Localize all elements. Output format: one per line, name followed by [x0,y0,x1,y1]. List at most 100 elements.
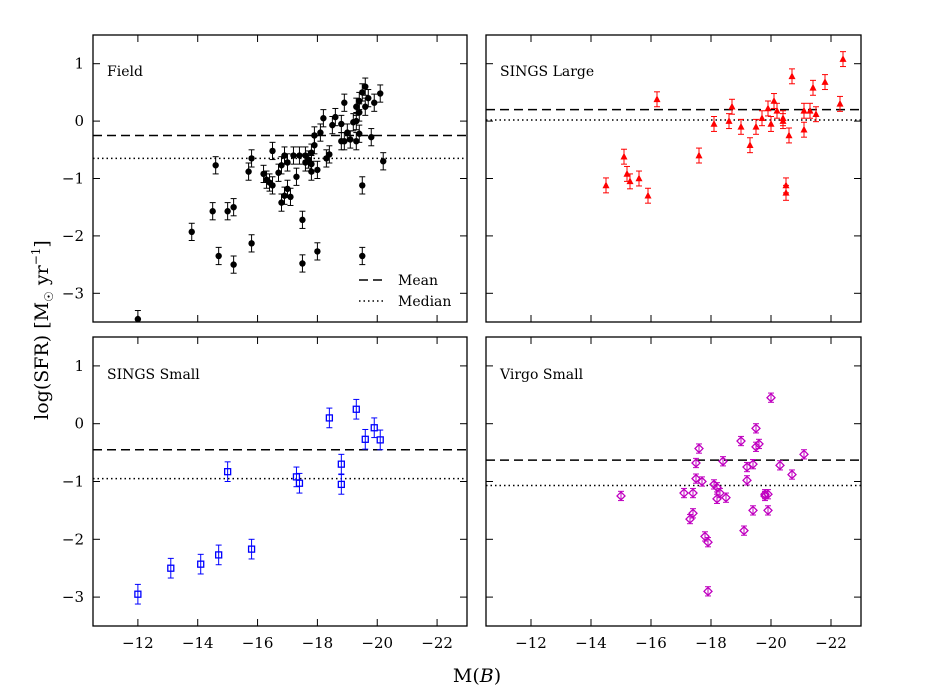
data-point [812,106,820,123]
data-point [758,110,766,127]
data-point [314,160,321,179]
marker [245,168,252,175]
data-point [703,586,713,597]
marker [212,162,219,169]
marker [800,125,808,133]
data-point [836,95,844,112]
data-point [694,443,704,454]
marker [737,122,745,130]
data-point [338,114,345,134]
data-point [766,392,776,403]
data-point [775,460,785,471]
marker [311,142,318,149]
panel-title: Virgo Small [499,367,584,383]
data-point [380,152,387,171]
y-tick-label: 1 [74,55,84,73]
marker [356,109,363,116]
data-point [763,505,773,516]
marker [782,188,790,196]
data-point [320,109,327,128]
data-point [247,538,256,560]
data-point [308,162,315,181]
x-tick-label: −18 [695,634,727,652]
data-point [167,557,175,579]
data-point [359,246,366,266]
data-point [376,429,384,451]
marker [800,106,808,114]
y-tick-label: −1 [62,170,84,188]
marker [269,182,276,189]
data-point [295,472,304,494]
marker [602,181,610,189]
data-point [269,141,276,161]
marker [230,204,237,211]
data-point [710,116,718,132]
marker [337,460,345,468]
marker [377,90,384,97]
data-point [134,310,142,322]
marker [694,443,704,454]
x-axis-label-text: M( [453,665,480,687]
x-tick-label: −12 [122,634,154,652]
x-tick-label: −12 [515,634,547,652]
y-tick-label: 0 [74,415,84,433]
marker [167,564,175,572]
marker [275,169,282,176]
marker [836,99,844,107]
panel-title: SINGS Large [500,64,594,80]
x-axis-label: M(B) [453,665,501,687]
marker [332,113,339,121]
data-point [371,93,378,112]
marker [748,459,758,470]
marker [325,414,334,422]
marker [703,537,713,548]
axes-frame [485,336,862,627]
data-point [736,435,746,447]
data-point [691,473,701,484]
marker [758,114,766,122]
marker [320,115,327,122]
marker [725,117,733,124]
marker [371,99,378,106]
data-point [809,79,817,96]
marker [736,436,746,446]
marker [215,252,222,260]
marker [785,131,793,139]
data-points [134,398,384,605]
data-point [748,459,758,470]
axes-frame [92,34,468,323]
y-tick-label: −2 [62,530,84,548]
marker [337,480,345,489]
data-point [188,222,195,241]
data-point [739,525,749,536]
data-point [697,476,707,487]
data-point [248,149,255,168]
data-point [788,68,796,85]
data-point [773,102,781,119]
marker [284,159,291,166]
data-point [224,202,231,221]
marker [247,545,256,553]
y-axis-label-sun: ☉ [42,291,56,302]
marker [821,78,829,85]
marker [763,489,773,500]
marker [338,120,345,128]
data-point [770,93,778,109]
data-point [742,475,752,486]
data-point [644,187,652,204]
marker [742,475,752,486]
marker [748,505,758,516]
marker [308,149,315,156]
legend-mean-label: Mean [398,273,438,289]
marker [353,137,360,145]
marker [752,122,760,130]
data-point [337,453,345,475]
marker [296,152,303,159]
data-point [362,77,369,96]
data-point [751,423,761,434]
data-point [616,490,626,502]
data-point [293,167,300,186]
data-point [763,489,773,500]
data-point [212,156,219,175]
marker [812,110,820,118]
